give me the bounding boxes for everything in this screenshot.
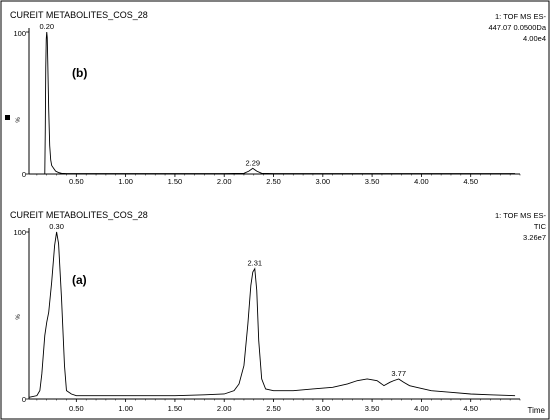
panel-a-x-tick-label: 3.50 (365, 404, 380, 413)
panel-a-peak-labels: 0.30 2.31 3.77 (49, 222, 406, 378)
panel-a-x-axis-label: Time (528, 406, 546, 415)
panel-b-x-tick-label: 0.50 (69, 177, 84, 186)
panel-a-x-tick-label: 2.50 (266, 404, 281, 413)
panel-a-series-line (28, 231, 516, 398)
panel-b-x-tick-label: 2.00 (217, 177, 232, 186)
panel-b-y-tick-marks (26, 31, 29, 175)
panel-a-x-tick-label: 4.50 (463, 404, 478, 413)
panel-b: CUREIT METABOLITES_COS_28 1: TOF MS ES- … (5, 10, 547, 186)
panel-b-y-tick-bottom: 0 (22, 170, 26, 179)
panel-a-y-tick-bottom: 0 (22, 395, 26, 404)
panel-b-x-ticks: 0.50 1.00 1.50 2.00 2.50 3.00 3.50 4.00 4.50 (36, 174, 521, 186)
panel-b-y-tick-top: 100 (13, 29, 26, 38)
panel-b-y-axis-label: % (16, 117, 22, 123)
panel-a-x-tick-label: 1.00 (118, 404, 133, 413)
panel-b-x-tick-label: 4.00 (414, 177, 429, 186)
panel-a-x-tick-label: 3.00 (316, 404, 331, 413)
panel-b-x-tick-label: 2.50 (266, 177, 281, 186)
panel-a-y-axis-label: % (16, 314, 22, 320)
panel-a-sample-name: CUREIT METABOLITES_COS_28 (10, 210, 148, 220)
panel-a-info-line-2: TIC (534, 222, 547, 231)
panel-b-x-tick-label: 4.50 (463, 177, 478, 186)
panel-a-x-ticks: 0.50 1.00 1.50 2.00 2.50 3.00 3.50 4.00 4.50 (36, 399, 521, 413)
panel-a-x-tick-label: 2.00 (217, 404, 232, 413)
panel-b-x-tick-label: 1.50 (168, 177, 183, 186)
panel-b-x-tick-label: 3.50 (365, 177, 380, 186)
panel-a-x-tick-label: 4.00 (414, 404, 429, 413)
panel-b-info-line-1: 1: TOF MS ES- (495, 12, 546, 21)
panel-a-peak-label: 3.77 (391, 369, 406, 378)
panel-a-y-tick-marks (26, 231, 29, 400)
panel-b-x-tick-label: 3.00 (316, 177, 331, 186)
panel-b-peak-label: 2.29 (246, 158, 261, 167)
panel-b-peak-labels: 0.20 2.29 (39, 22, 260, 167)
panel-a-label: (a) (72, 273, 87, 287)
panel-b-sample-name: CUREIT METABOLITES_COS_28 (10, 10, 148, 20)
panel-a: CUREIT METABOLITES_COS_28 1: TOF MS ES- … (10, 210, 547, 415)
panel-a-info-line-3: 3.26e7 (523, 233, 546, 242)
panel-b-x-tick-label: 1.00 (118, 177, 133, 186)
panel-a-x-tick-label: 0.50 (69, 404, 84, 413)
panel-b-series-line (44, 31, 516, 175)
panel-b-info-line-3: 4.00e4 (523, 34, 546, 43)
panel-b-info-line-2: 447.07 0.0500Da (488, 23, 546, 32)
panel-a-info-line-1: 1: TOF MS ES- (495, 211, 546, 220)
panel-a-y-tick-top: 100 (13, 228, 26, 237)
panel-b-marker (5, 115, 10, 120)
panel-a-x-tick-label: 1.50 (168, 404, 183, 413)
panel-b-label: (b) (72, 66, 87, 80)
panel-b-peak-label: 0.20 (39, 22, 54, 31)
panel-a-peak-label: 0.30 (49, 222, 64, 231)
panel-a-peak-label: 2.31 (247, 259, 262, 268)
